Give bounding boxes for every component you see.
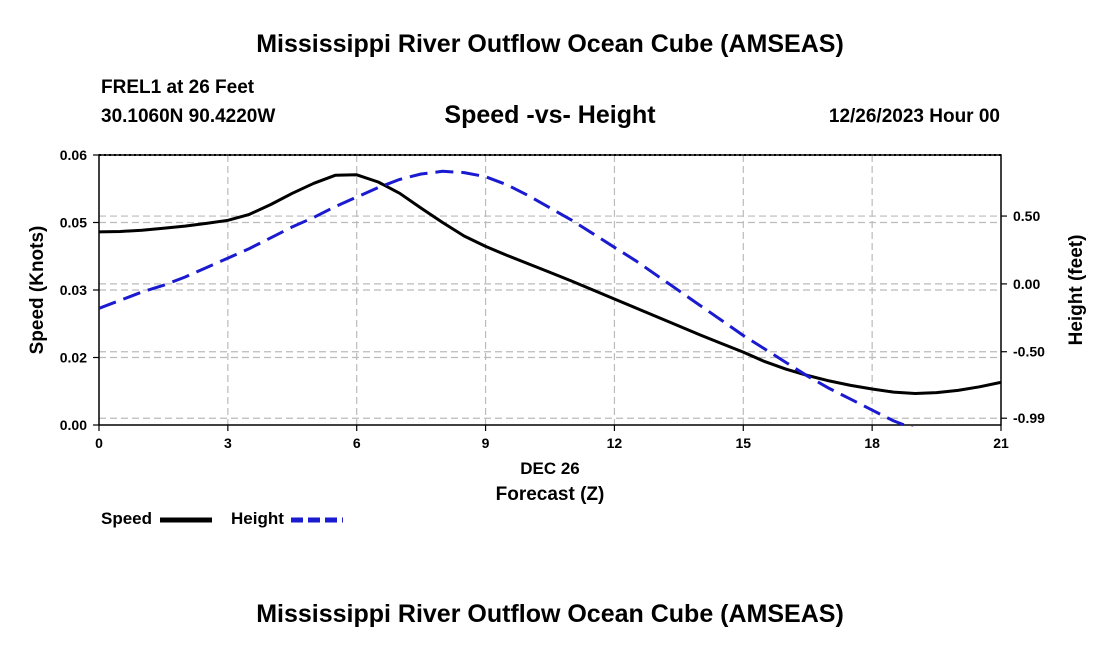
y2-tick-label: 0.50: [1013, 208, 1040, 224]
y2-axis-label: Height (feet): [1066, 235, 1087, 346]
y-axis-label: Speed (Knots): [27, 226, 48, 355]
x-tick-label: 12: [607, 435, 623, 451]
series-group: [99, 169, 1001, 427]
y-tick-label: 0.02: [60, 350, 87, 366]
x-tick-label: 6: [353, 435, 361, 451]
y-tick-label: 0.06: [60, 147, 87, 163]
x-tick-label: 21: [993, 435, 1009, 451]
x-axis: 0 3 6 9 12 15 18 21: [95, 425, 1009, 451]
x-tick-label: 3: [224, 435, 232, 451]
y2-tick-label: -0.99: [1013, 410, 1045, 426]
y-axis-left: 0.00 0.02 0.03 0.05 0.06: [60, 147, 99, 433]
y-tick-label: 0.05: [60, 215, 87, 231]
forecast-datetime: 12/26/2023 Hour 00: [828, 106, 1000, 127]
y2-tick-label: -0.50: [1013, 344, 1045, 360]
x-tick-label: 15: [735, 435, 751, 451]
x-axis-date-label: DEC 26: [520, 459, 580, 478]
page-title: Mississippi River Outflow Ocean Cube (AM…: [256, 30, 844, 58]
chart-title: Speed -vs- Height: [444, 101, 656, 129]
station-label: FREL1 at 26 Feet: [101, 77, 255, 98]
speed-series-line: [99, 173, 1001, 395]
y-tick-label: 0.03: [60, 282, 87, 298]
x-axis-label: Forecast (Z): [496, 484, 605, 505]
y2-tick-label: 0.00: [1013, 276, 1040, 292]
grid: [99, 155, 1001, 425]
x-tick-label: 9: [482, 435, 490, 451]
height-series-line: [99, 169, 914, 427]
x-tick-label: 18: [864, 435, 880, 451]
x-tick-label: 0: [95, 435, 103, 451]
y-tick-label: 0.00: [60, 417, 87, 433]
legend-speed-label: Speed: [101, 509, 153, 528]
legend-height-label: Height: [231, 509, 284, 528]
station-coordinates: 30.1060N 90.4220W: [101, 106, 276, 127]
bottom-title: Mississippi River Outflow Ocean Cube (AM…: [256, 600, 844, 628]
y-axis-right: 0.50 0.00 -0.50 -0.99: [1001, 208, 1045, 426]
